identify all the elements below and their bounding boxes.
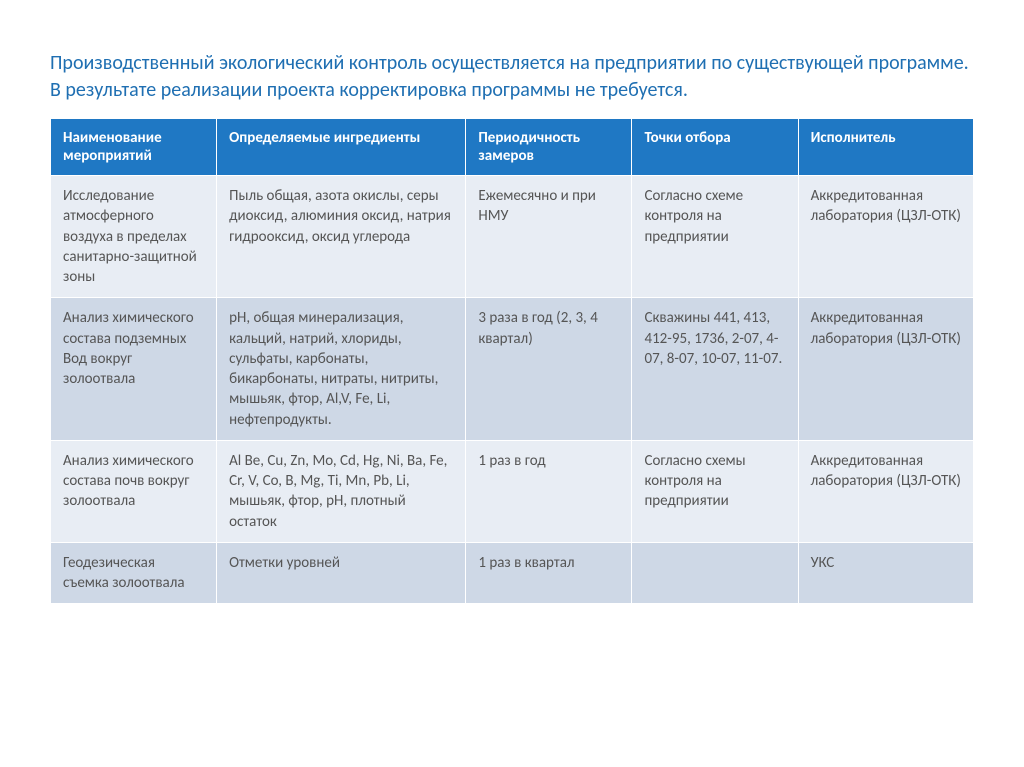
table-row: Анализ химического состава почв вокруг з… (51, 440, 974, 542)
table-cell: Ежемесячно и при НМУ (466, 176, 632, 298)
title-line-1: Производственный экологический контроль … (50, 51, 969, 75)
table-cell: Согласно схемы контроля на предприятии (632, 440, 798, 542)
table-cell: Аккредитованная лаборатория (ЦЗЛ-ОТК) (798, 176, 973, 298)
table-cell: Аккредитованная лаборатория (ЦЗЛ-ОТК) (798, 440, 973, 542)
table-cell: УКС (798, 542, 973, 604)
table-cell: Анализ химического состава почв вокруг з… (51, 440, 217, 542)
col-header: Наименование мероприятий (51, 119, 217, 176)
table-header-row: Наименование мероприятий Определяемые ин… (51, 119, 974, 176)
table-cell (632, 542, 798, 604)
table-cell: Исследование атмосферного воздуха в пред… (51, 176, 217, 298)
col-header: Исполнитель (798, 119, 973, 176)
table-cell: Пыль общая, азота окислы, серы диоксид, … (217, 176, 466, 298)
table-cell: Аккредитованная лаборатория (ЦЗЛ-ОТК) (798, 298, 973, 441)
slide-title: Производственный экологический контроль … (50, 50, 974, 104)
table-cell: Отметки уровней (217, 542, 466, 604)
col-header: Периодичность замеров (466, 119, 632, 176)
table-cell: pH, общая минерализация, кальций, натрий… (217, 298, 466, 441)
table-cell: Анализ химического состава подземныхВод … (51, 298, 217, 441)
table-cell: 1 раз в год (466, 440, 632, 542)
table-cell: Согласно схеме контроля на предприятии (632, 176, 798, 298)
table-cell: 3 раза в год (2, 3, 4 квартал) (466, 298, 632, 441)
table-row: Анализ химического состава подземныхВод … (51, 298, 974, 441)
table-cell: Геодезическая съемка золоотвала (51, 542, 217, 604)
col-header: Точки отбора (632, 119, 798, 176)
table-row: Исследование атмосферного воздуха в пред… (51, 176, 974, 298)
table-cell: Скважины 441, 413, 412-95, 1736, 2-07, 4… (632, 298, 798, 441)
title-line-2: В результате реализации проекта корректи… (50, 78, 688, 102)
col-header: Определяемые ингредиенты (217, 119, 466, 176)
table-cell: Al Be, Cu, Zn, Mo, Cd, Hg, Ni, Ba, Fe, C… (217, 440, 466, 542)
monitoring-table: Наименование мероприятий Определяемые ин… (50, 118, 974, 604)
table-cell: 1 раз в квартал (466, 542, 632, 604)
table-row: Геодезическая съемка золоотвала Отметки … (51, 542, 974, 604)
